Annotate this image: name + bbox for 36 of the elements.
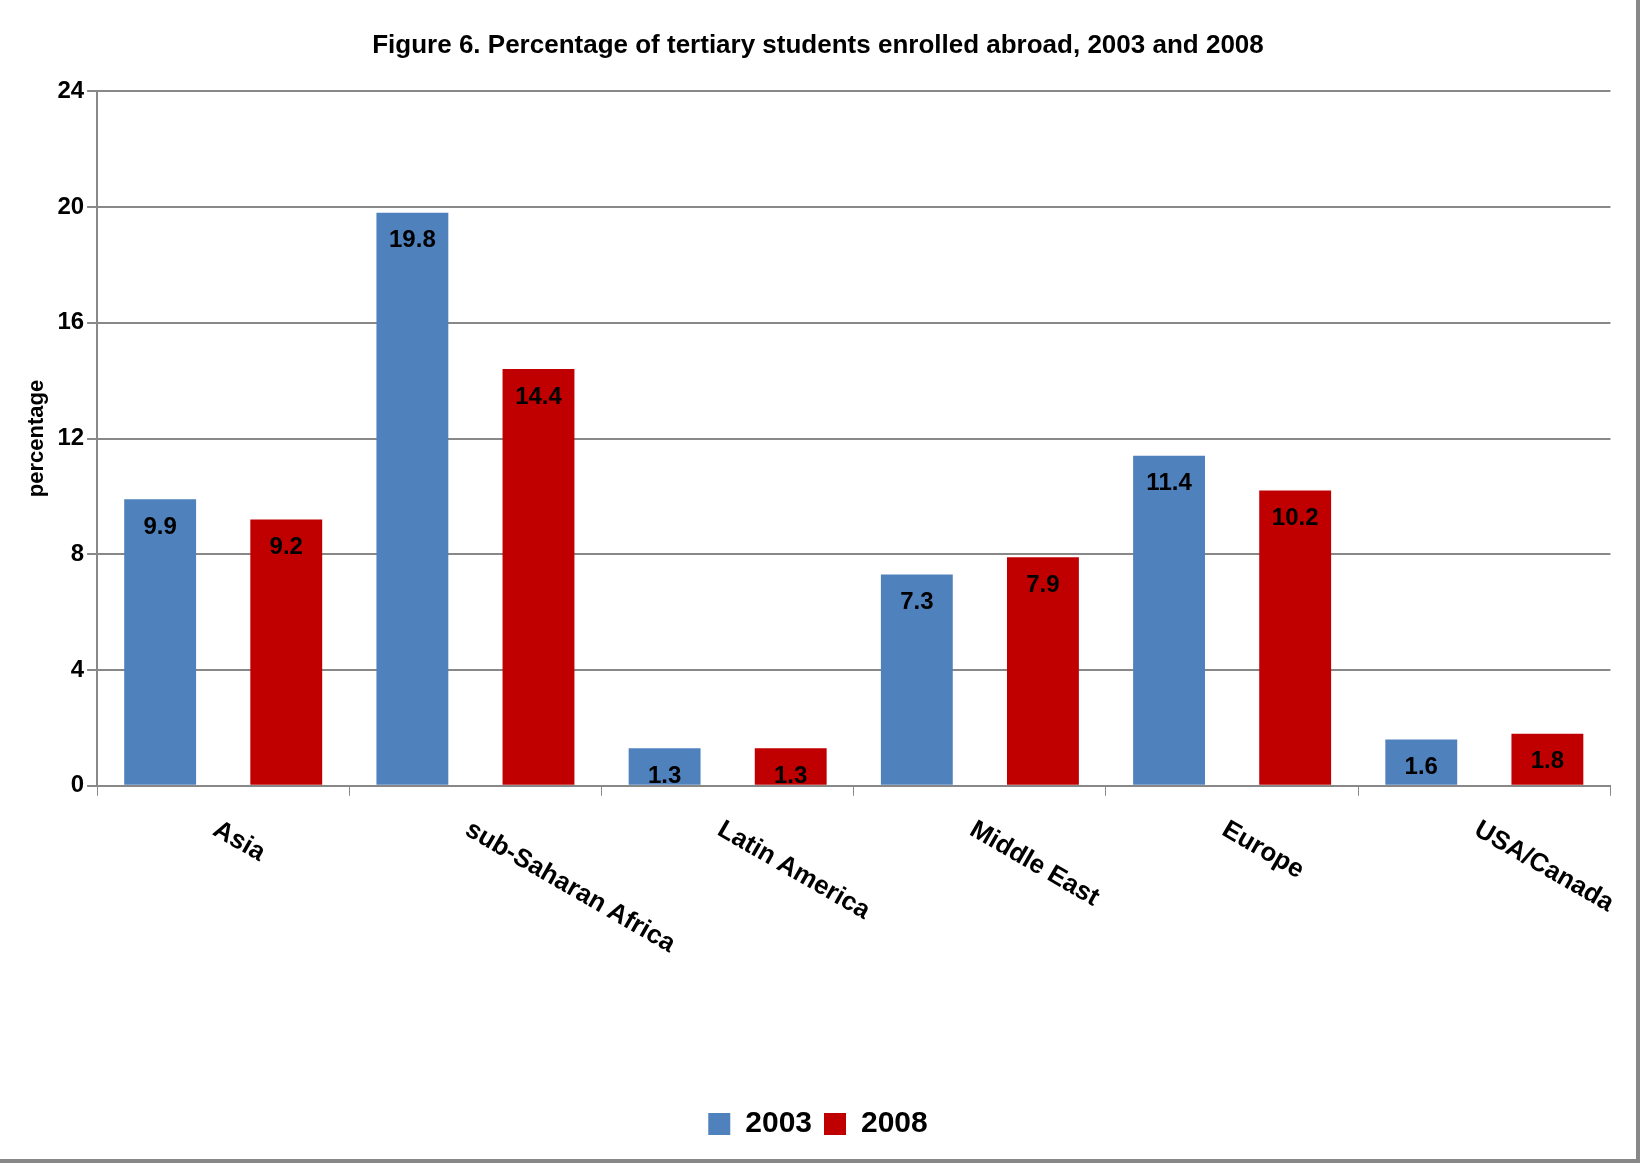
y-axis-title: percentage — [23, 379, 49, 498]
data-label: 7.3 — [900, 587, 934, 615]
data-label: 9.9 — [143, 511, 177, 539]
y-tick-label: 16 — [57, 307, 85, 335]
bar — [1133, 455, 1205, 785]
data-label: 1.3 — [647, 760, 682, 788]
legend-label: 2008 — [861, 1105, 928, 1139]
bar — [1385, 739, 1458, 785]
bar — [1007, 557, 1079, 785]
data-label: 19.8 — [389, 225, 436, 253]
bar — [754, 748, 827, 785]
y-tick-label: 24 — [57, 75, 85, 103]
data-label: 9.2 — [269, 532, 303, 560]
bar — [628, 748, 701, 785]
data-label: 14.4 — [515, 381, 563, 409]
y-tick-label: 12 — [57, 423, 85, 451]
data-label: 1.6 — [1404, 752, 1438, 780]
bar — [1511, 733, 1584, 785]
y-tick-label: 4 — [70, 654, 85, 682]
bar — [880, 574, 953, 785]
bar — [250, 519, 323, 785]
data-label: 7.9 — [1026, 569, 1060, 597]
data-label: 1.3 — [774, 760, 808, 788]
bar — [124, 499, 197, 785]
data-label: 1.8 — [1530, 746, 1565, 774]
x-tick-label: Asia — [208, 813, 272, 867]
y-tick-label: 8 — [70, 538, 85, 566]
legend-label: 2003 — [745, 1105, 813, 1139]
y-tick-label: 0 — [70, 770, 85, 798]
bar — [1259, 490, 1332, 785]
bar — [376, 212, 449, 785]
y-tick-label: 20 — [57, 191, 85, 219]
data-label: 10.2 — [1271, 503, 1319, 531]
bar — [502, 369, 575, 785]
chart-title: Figure 6. Percentage of tertiary students enrolled abroad, 2003 and 2008 — [372, 28, 1264, 59]
data-label: 11.4 — [1146, 468, 1193, 496]
